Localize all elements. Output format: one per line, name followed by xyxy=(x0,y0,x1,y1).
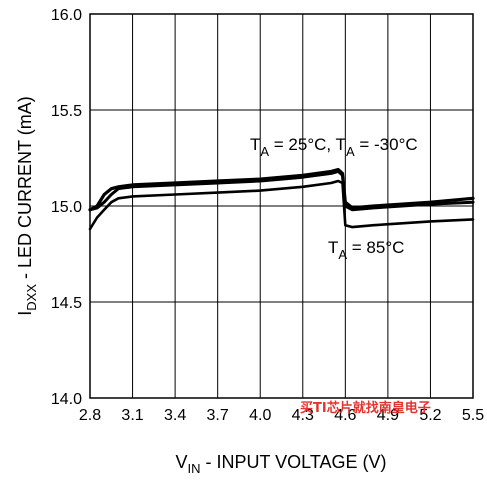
x-tick-label: 3.4 xyxy=(164,407,186,424)
annotation-ta-25-minus30: TA = 25°C, TA = -30°C xyxy=(250,135,418,159)
y-tick-label: 14.0 xyxy=(51,391,82,408)
annotation-ta-85: TA = 85°C xyxy=(328,238,404,262)
annotation-part: = -30°C xyxy=(355,135,418,154)
series-line-3 xyxy=(88,179,475,231)
x-tick-label: 4.3 xyxy=(292,407,314,424)
y-axis-title-main: I xyxy=(15,311,35,316)
x-tick-label: 5.2 xyxy=(419,407,441,424)
annotation-part: T xyxy=(328,238,338,257)
annotation-part: T xyxy=(250,135,260,154)
annotation-part: = 85°C xyxy=(347,238,404,257)
annotation-part: = 25°C, T xyxy=(269,135,346,154)
y-tick-label: 15.5 xyxy=(51,103,82,120)
x-tick-label: 4.6 xyxy=(334,407,356,424)
y-axis-title: IDXX - LED CURRENT (mA) xyxy=(15,96,39,315)
series-group xyxy=(88,167,475,231)
y-axis-title-sub: DXX xyxy=(24,284,39,311)
x-tick-label: 4.0 xyxy=(249,407,271,424)
x-axis-title-main: V xyxy=(175,452,187,472)
annotation-part: A xyxy=(260,144,269,159)
x-tick-labels: 2.8 3.1 3.4 3.7 4.0 4.3 4.6 4.9 5.2 5.5 xyxy=(79,407,484,424)
y-axis-title-rest: - LED CURRENT (mA) xyxy=(15,96,35,284)
x-tick-label: 3.1 xyxy=(121,407,143,424)
x-axis-title-rest: - INPUT VOLTAGE (V) xyxy=(200,452,386,472)
watermark: 买TI芯片就找南皇电子 xyxy=(300,400,431,416)
x-axis-title: VIN - INPUT VOLTAGE (V) xyxy=(175,452,386,476)
x-tick-label: 3.7 xyxy=(207,407,229,424)
y-tick-label: 16.0 xyxy=(51,7,82,24)
series-line-2 xyxy=(88,169,475,212)
x-tick-label: 4.9 xyxy=(377,407,399,424)
plot-frame xyxy=(89,13,474,399)
y-tick-labels: 14.0 14.5 15.0 15.5 16.0 xyxy=(51,7,82,408)
series-line-1 xyxy=(88,167,475,212)
annotation-part: A xyxy=(338,247,347,262)
annotation-part: A xyxy=(346,144,355,159)
x-axis-title-sub: IN xyxy=(187,461,200,476)
x-tick-label: 2.8 xyxy=(79,407,101,424)
x-tick-label: 5.5 xyxy=(462,407,484,424)
y-tick-label: 14.5 xyxy=(51,295,82,312)
y-tick-label: 15.0 xyxy=(51,199,82,216)
